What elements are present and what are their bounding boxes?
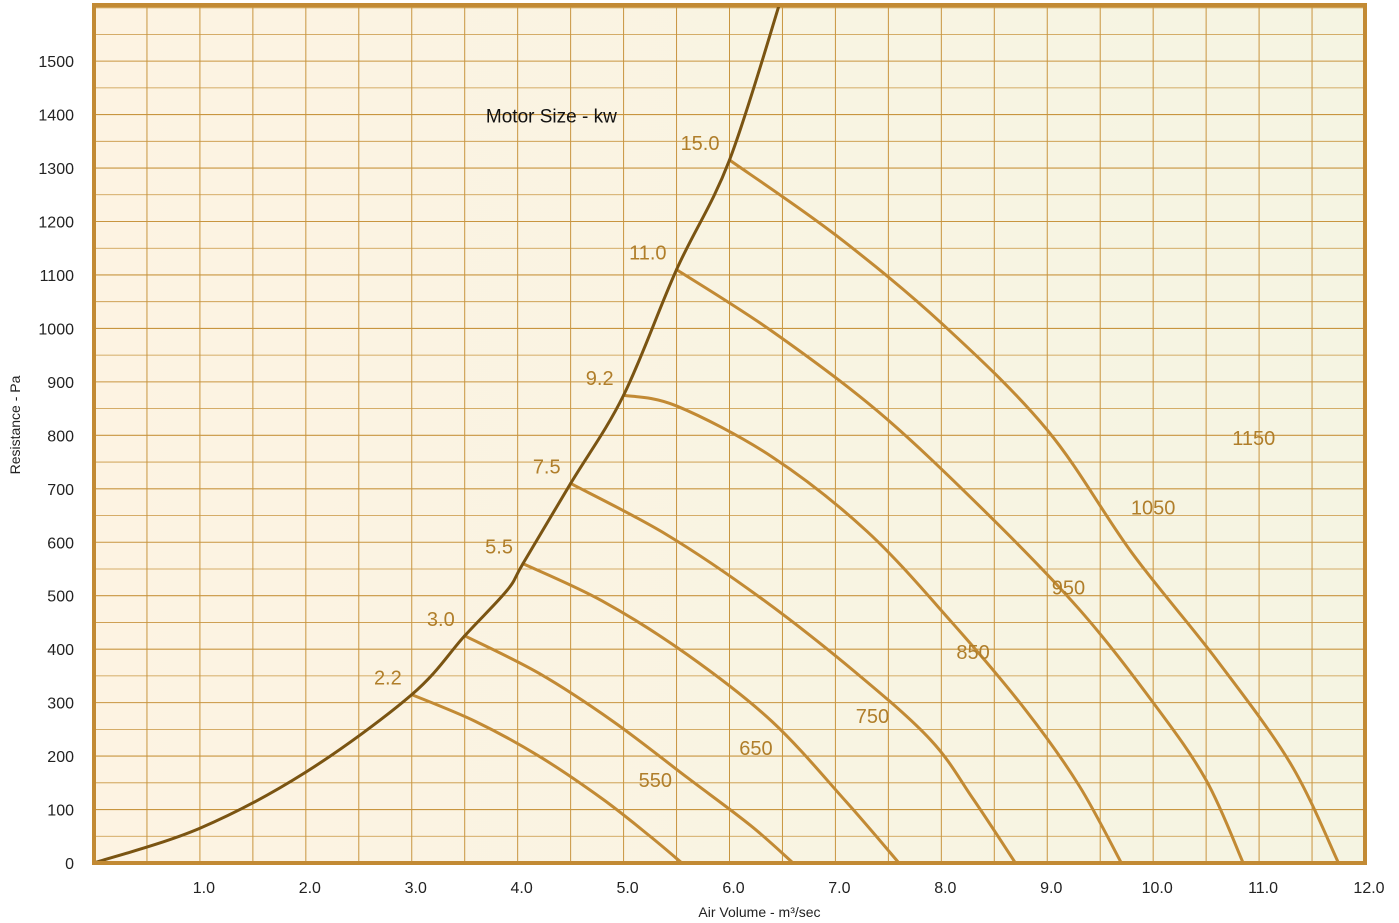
motor-size-label: 9.2 — [586, 368, 614, 390]
plot-frame — [92, 3, 1367, 865]
motor-size-label: 7.5 — [533, 456, 561, 478]
motor-size-label: 11.0 — [629, 243, 666, 265]
y-tick-label: 600 — [47, 535, 74, 552]
motor-size-label: 2.2 — [374, 668, 402, 690]
system-curve — [94, 5, 781, 863]
x-tick-label: 11.0 — [1248, 880, 1278, 897]
y-tick-label: 800 — [47, 428, 74, 445]
x-tick-label: 1.0 — [193, 880, 215, 897]
y-tick-label: 1200 — [38, 215, 74, 232]
y-tick-label: 900 — [47, 375, 74, 392]
fan-curve-label: 1150 — [1232, 428, 1275, 450]
motor-size-label: 15.0 — [681, 133, 720, 155]
y-tick-label: 100 — [47, 803, 74, 820]
fan-curve-label: 1050 — [1131, 498, 1176, 520]
x-tick-label: 8.0 — [934, 880, 956, 897]
y-tick-label: 1300 — [38, 161, 74, 178]
fan-curve-950 — [622, 393, 1123, 863]
fan-curve-1150 — [728, 158, 1341, 863]
x-tick-label: 6.0 — [722, 880, 744, 897]
fan-curve-label: 650 — [739, 738, 772, 760]
curve-labels: 2.2 3.0 5.5 7.5 9.2 11.0 15.0 550 650 750 850 950 10… — [374, 133, 1275, 792]
x-tick-label: 5.0 — [616, 880, 638, 897]
x-tick-label: 3.0 — [405, 880, 427, 897]
y-tick-label: 200 — [47, 749, 74, 766]
fan-curve-1050 — [675, 268, 1245, 863]
y-tick-label: 1100 — [40, 268, 75, 285]
y-tick-label: 300 — [47, 696, 74, 713]
y-tick-label: 700 — [47, 482, 74, 499]
x-axis-ticks: 1.0 2.0 3.0 4.0 5.0 6.0 7.0 8.0 9.0 10.0 11.0 12.0 — [193, 880, 1385, 897]
grid — [94, 5, 1365, 863]
x-tick-label: 9.0 — [1040, 880, 1062, 897]
motor-size-label: 3.0 — [427, 609, 455, 631]
y-tick-label: 1000 — [38, 321, 74, 338]
x-tick-label: 7.0 — [828, 880, 850, 897]
y-axis-ticks: 0 100 200 300 400 500 600 700 800 900 1000 1100 1200… — [38, 54, 74, 873]
x-tick-label: 4.0 — [511, 880, 533, 897]
fan-curve-550 — [410, 693, 684, 863]
fan-curve-label: 750 — [856, 706, 889, 728]
fan-curve-850 — [569, 481, 1017, 863]
fan-curves — [410, 158, 1341, 863]
x-tick-label: 12.0 — [1353, 880, 1384, 897]
y-tick-label: 400 — [47, 642, 74, 659]
fan-curve-label: 850 — [956, 642, 989, 664]
y-tick-label: 0 — [65, 856, 74, 873]
fan-curve-750 — [521, 562, 901, 863]
fan-curve-label: 550 — [639, 770, 672, 792]
y-tick-label: 500 — [47, 589, 74, 606]
motor-size-label: 5.5 — [485, 537, 513, 559]
x-tick-label: 2.0 — [299, 880, 321, 897]
x-tick-label: 10.0 — [1142, 880, 1173, 897]
fan-curve-label: 950 — [1052, 578, 1085, 600]
fan-curve-650 — [463, 634, 795, 863]
y-axis-title: Resistance - Pa — [7, 375, 23, 474]
x-axis-title: Air Volume - m³/sec — [698, 904, 820, 920]
y-tick-label: 1400 — [38, 108, 74, 125]
motor-size-annotation: Motor Size - kw — [486, 107, 617, 128]
y-tick-label: 1500 — [38, 54, 74, 71]
